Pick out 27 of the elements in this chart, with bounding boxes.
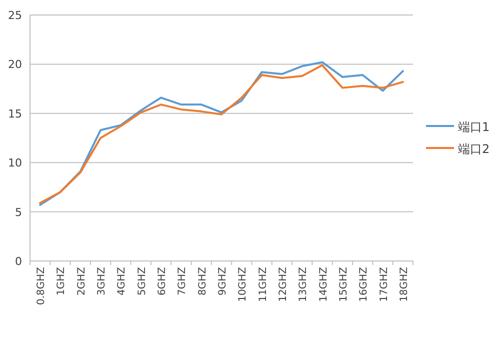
x-tick-label: 3GHZ: [96, 266, 108, 296]
x-tick-label: 18GHZ: [398, 266, 410, 302]
x-tick-label: 1GHZ: [56, 266, 68, 296]
y-tick-label: 15: [8, 107, 22, 120]
y-tick-label: 20: [8, 58, 22, 72]
x-tick-label: 2GHZ: [76, 266, 88, 296]
x-tick-label: 10GHZ: [238, 266, 249, 302]
x-tick-label: 17GHZ: [378, 266, 390, 302]
x-tick-label: 4GHZ: [116, 266, 128, 296]
x-tick-label: 14GHZ: [318, 266, 330, 302]
x-tick-label: 16GHZ: [358, 266, 370, 302]
x-tick-label: 12GHZ: [278, 266, 289, 302]
legend-label: 端口2: [458, 142, 490, 156]
y-tick-label: 0: [15, 255, 22, 268]
x-tick-label: 6GHZ: [157, 266, 168, 296]
y-tick-label: 5: [15, 206, 22, 219]
x-tick-label: 0.8GHZ: [36, 266, 48, 306]
x-tick-label: 11GHZ: [258, 266, 269, 302]
x-tick-label: 13GHZ: [298, 266, 310, 302]
y-tick-label: 25: [8, 9, 22, 22]
y-tick-label: 10: [8, 156, 22, 170]
x-tick-label: 8GHZ: [197, 266, 208, 296]
x-tick-label: 15GHZ: [338, 266, 350, 302]
x-tick-label: 9GHZ: [218, 266, 228, 296]
legend-label: 端口1: [458, 120, 490, 134]
x-tick-label: 5GHZ: [136, 266, 148, 296]
x-tick-label: 7GHZ: [177, 266, 188, 296]
